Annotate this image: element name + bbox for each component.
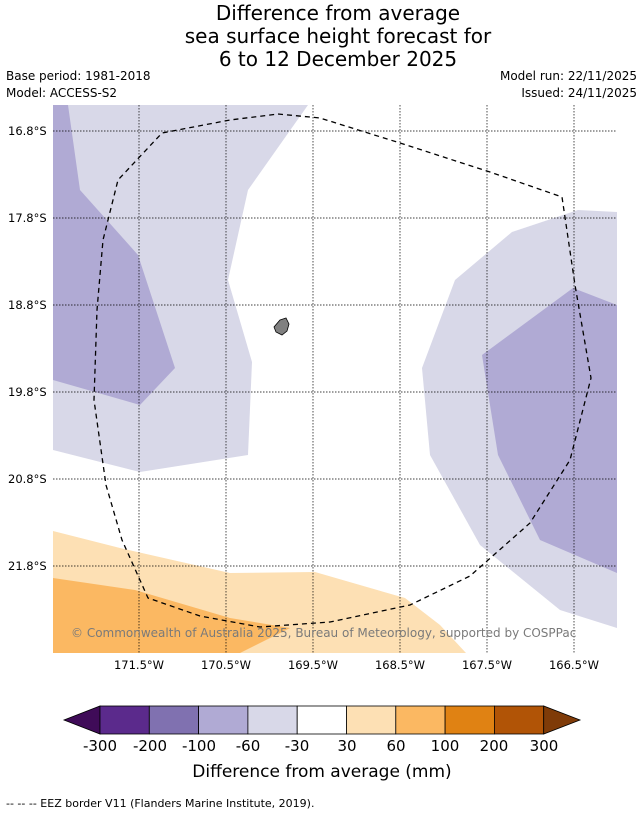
model-name: Model: ACCESS-S2 bbox=[6, 86, 118, 100]
colorbar-extend-max bbox=[543, 705, 582, 735]
colorbar-tick-6: 30 bbox=[337, 737, 357, 755]
eez-legend-note: -- -- -- EEZ border V11 (Flanders Marine… bbox=[6, 797, 315, 810]
colorbar-segment bbox=[148, 705, 200, 735]
colorbar-tick-4: -60 bbox=[235, 737, 261, 755]
anomaly-region-east-mid bbox=[482, 288, 617, 573]
colorbar-segment bbox=[296, 705, 347, 735]
chart-title-line-3: 6 to 12 December 2025 bbox=[218, 47, 458, 71]
colorbar-tick-8: 100 bbox=[430, 737, 460, 755]
eez-border bbox=[93, 113, 592, 628]
lat-label-2: 17.8°S bbox=[8, 211, 47, 225]
issued-date: Issued: 24/11/2025 bbox=[521, 86, 637, 100]
colorbar-segment bbox=[247, 705, 298, 735]
anomaly-region-south-mid bbox=[53, 578, 290, 653]
colorbar-tick-5: -30 bbox=[284, 737, 310, 755]
colorbar-segment bbox=[395, 705, 446, 735]
anomaly-region-west-mid bbox=[53, 105, 175, 405]
colorbar-tick-7: 60 bbox=[386, 737, 406, 755]
graticule bbox=[53, 105, 617, 653]
colorbar-segment bbox=[444, 705, 495, 735]
colorbar-tick-2: -200 bbox=[132, 737, 168, 755]
lat-label-1: 16.8°S bbox=[8, 124, 47, 138]
base-period: Base period: 1981-2018 bbox=[6, 69, 151, 83]
colorbar-tick-3: -100 bbox=[181, 737, 217, 755]
lon-label-2: 170.5°W bbox=[200, 658, 252, 672]
chart-title-line-2: sea surface height forecast for bbox=[184, 24, 492, 48]
colorbar-tick-9: 200 bbox=[479, 737, 509, 755]
map-attribution: © Commonwealth of Australia 2025, Bureau… bbox=[71, 626, 577, 640]
colorbar-segment bbox=[198, 705, 249, 735]
lat-label-3: 18.8°S bbox=[8, 298, 47, 312]
chart-title-line-1: Difference from average bbox=[215, 1, 461, 25]
colorbar bbox=[62, 705, 582, 735]
colorbar-title: Difference from average (mm) bbox=[192, 762, 452, 782]
island-land bbox=[273, 317, 290, 336]
lon-label-4: 168.5°W bbox=[374, 658, 426, 672]
lat-label-5: 20.8°S bbox=[8, 472, 47, 486]
colorbar-tick-1: -300 bbox=[82, 737, 118, 755]
colorbar-extend-min bbox=[62, 705, 101, 735]
colorbar-segment bbox=[493, 705, 545, 735]
colorbar-segment bbox=[346, 705, 397, 735]
lat-label-4: 19.8°S bbox=[8, 385, 47, 399]
lat-label-6: 21.8°S bbox=[8, 559, 47, 573]
colorbar-segment bbox=[99, 705, 150, 735]
colorbar-tick-10: 300 bbox=[529, 737, 559, 755]
lon-label-6: 166.5°W bbox=[548, 658, 600, 672]
lon-label-1: 171.5°W bbox=[113, 658, 165, 672]
lon-label-3: 169.5°W bbox=[287, 658, 339, 672]
model-run: Model run: 22/11/2025 bbox=[499, 69, 637, 83]
lon-label-5: 167.5°W bbox=[461, 658, 513, 672]
